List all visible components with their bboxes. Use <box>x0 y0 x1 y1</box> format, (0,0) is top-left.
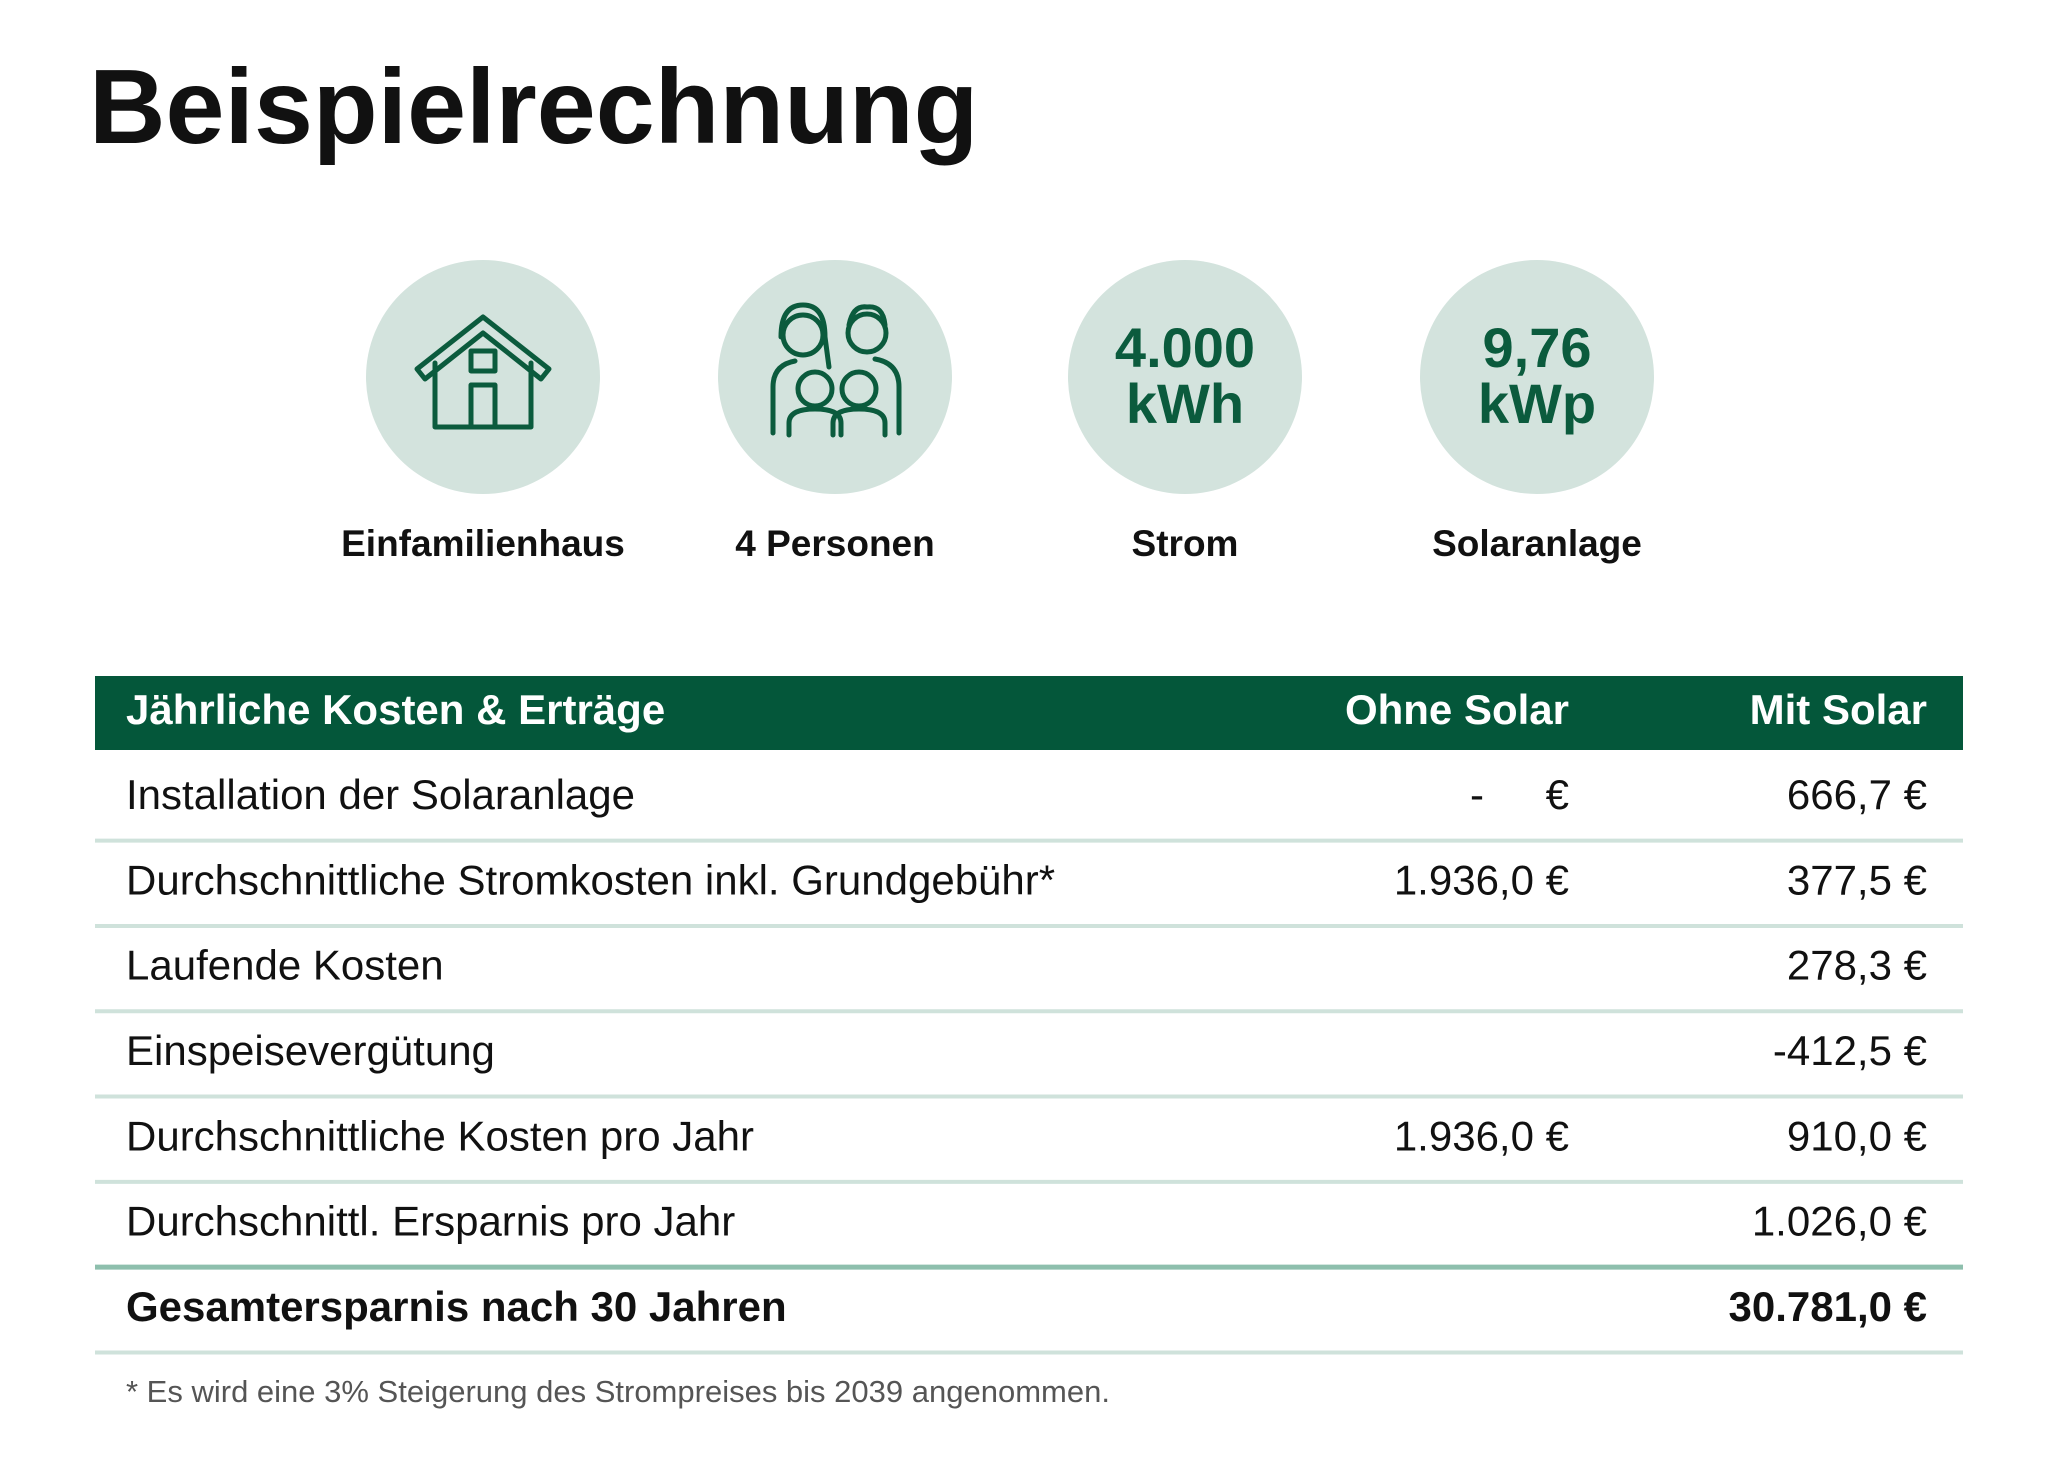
table-cell: Einspeisevergütung <box>126 1027 495 1074</box>
table-cell: Durchschnittl. Ersparnis pro Jahr <box>126 1198 735 1245</box>
table-cell: Durchschnittliche Stromkosten inkl. Grun… <box>126 856 1055 903</box>
table-cell: 910,0 € <box>1787 1112 1927 1159</box>
table-header-cell: Mit Solar <box>1750 686 1927 733</box>
page-title: Beispielrechnung <box>89 48 978 166</box>
table-cell: Durchschnittliche Kosten pro Jahr <box>126 1112 754 1159</box>
table-cell: -412,5 € <box>1773 1027 1927 1074</box>
feature-label: Strom <box>1132 523 1239 564</box>
icon-circle <box>366 260 600 494</box>
footnote: * Es wird eine 3% Steigerung des Strompr… <box>126 1374 1110 1409</box>
feature-value: 4.000 <box>1115 316 1255 379</box>
table-cell: 278,3 € <box>1787 942 1927 989</box>
feature-label: 4 Personen <box>735 523 934 564</box>
feature-unit: kWp <box>1478 372 1596 435</box>
house-icon <box>414 314 552 430</box>
feature-unit: kWh <box>1126 372 1244 435</box>
table-cell: 1.936,0 € <box>1394 1112 1569 1159</box>
table-cell: Installation der Solaranlage <box>126 771 635 818</box>
feature-label: Einfamilienhaus <box>341 523 625 564</box>
table-header-bg <box>95 676 1963 750</box>
table-cell: - € <box>1470 771 1569 818</box>
total-cell: Gesamtersparnis nach 30 Jahren <box>126 1283 787 1330</box>
icon-circle <box>1068 260 1302 494</box>
table-header-cell: Jährliche Kosten & Erträge <box>126 686 665 733</box>
family-icon <box>770 302 902 438</box>
icon-circle <box>1420 260 1654 494</box>
icon-circle <box>718 260 952 494</box>
icons <box>366 260 1654 494</box>
total-cell: 30.781,0 € <box>1728 1283 1927 1330</box>
feature-value: 9,76 <box>1483 316 1592 379</box>
table-header-cell: Ohne Solar <box>1345 686 1569 733</box>
table-cell: Laufende Kosten <box>126 942 444 989</box>
table-cell: 377,5 € <box>1787 856 1927 903</box>
table-cell: 1.936,0 € <box>1394 856 1569 903</box>
table-cell: 1.026,0 € <box>1752 1198 1927 1245</box>
feature-label: Solaranlage <box>1432 523 1642 564</box>
table-cell: 666,7 € <box>1787 771 1927 818</box>
